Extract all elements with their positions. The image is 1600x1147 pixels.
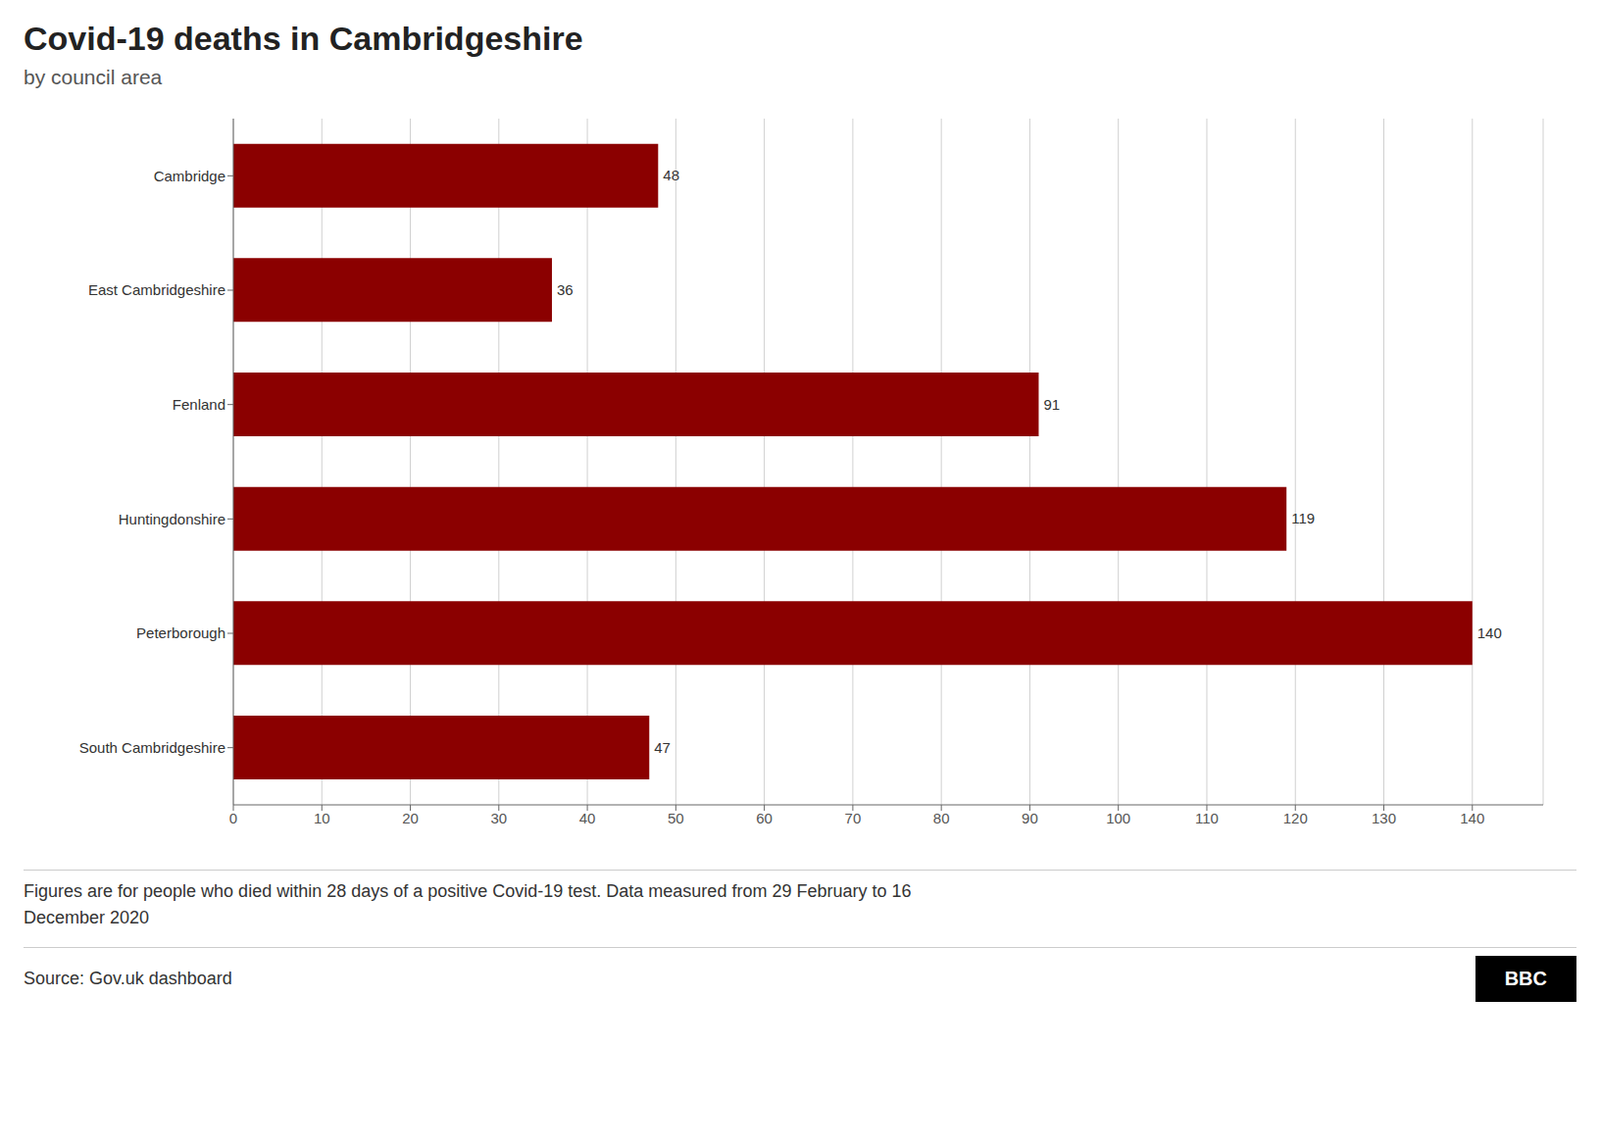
svg-text:0: 0: [229, 809, 238, 827]
svg-text:40: 40: [579, 809, 597, 827]
svg-text:70: 70: [845, 809, 862, 827]
svg-text:60: 60: [755, 809, 773, 827]
svg-text:50: 50: [667, 809, 685, 827]
svg-text:36: 36: [556, 281, 574, 299]
svg-text:47: 47: [653, 739, 671, 756]
svg-text:Fenland: Fenland: [172, 396, 226, 413]
svg-text:110: 110: [1195, 809, 1219, 827]
html-text:BBC: BBC: [1504, 967, 1548, 990]
svg-text:10: 10: [313, 809, 331, 827]
svg-text:Peterborough: Peterborough: [136, 624, 226, 642]
svg-text:South Cambridgeshire: South Cambridgeshire: [79, 739, 226, 756]
svg-text:130: 130: [1371, 809, 1397, 827]
svg-text:119: 119: [1291, 509, 1315, 527]
svg-text:30: 30: [490, 809, 507, 827]
svg-text:90: 90: [1021, 809, 1039, 827]
html-text:Covid-19 deaths in Cambridgesh: Covid-19 deaths in Cambridgeshire: [23, 19, 583, 57]
html-text:by council area: by council area: [23, 65, 163, 89]
svg-text:48: 48: [662, 166, 680, 184]
svg-text:140: 140: [1459, 809, 1485, 827]
svg-text:100: 100: [1105, 809, 1131, 827]
svg-text:Cambridge: Cambridge: [153, 167, 226, 185]
svg-text:East Cambridgeshire: East Cambridgeshire: [88, 281, 226, 299]
svg-text:80: 80: [933, 809, 950, 827]
html-text:Figures are for people who die: Figures are for people who died within 2…: [23, 881, 912, 928]
svg-text:Huntingdonshire: Huntingdonshire: [118, 510, 226, 528]
svg-text:120: 120: [1283, 809, 1308, 827]
svg-text:140: 140: [1477, 624, 1502, 642]
html-text:Source: Gov.uk dashboard: Source: Gov.uk dashboard: [23, 968, 233, 989]
svg-text:91: 91: [1043, 396, 1060, 413]
svg-text:20: 20: [401, 809, 419, 827]
